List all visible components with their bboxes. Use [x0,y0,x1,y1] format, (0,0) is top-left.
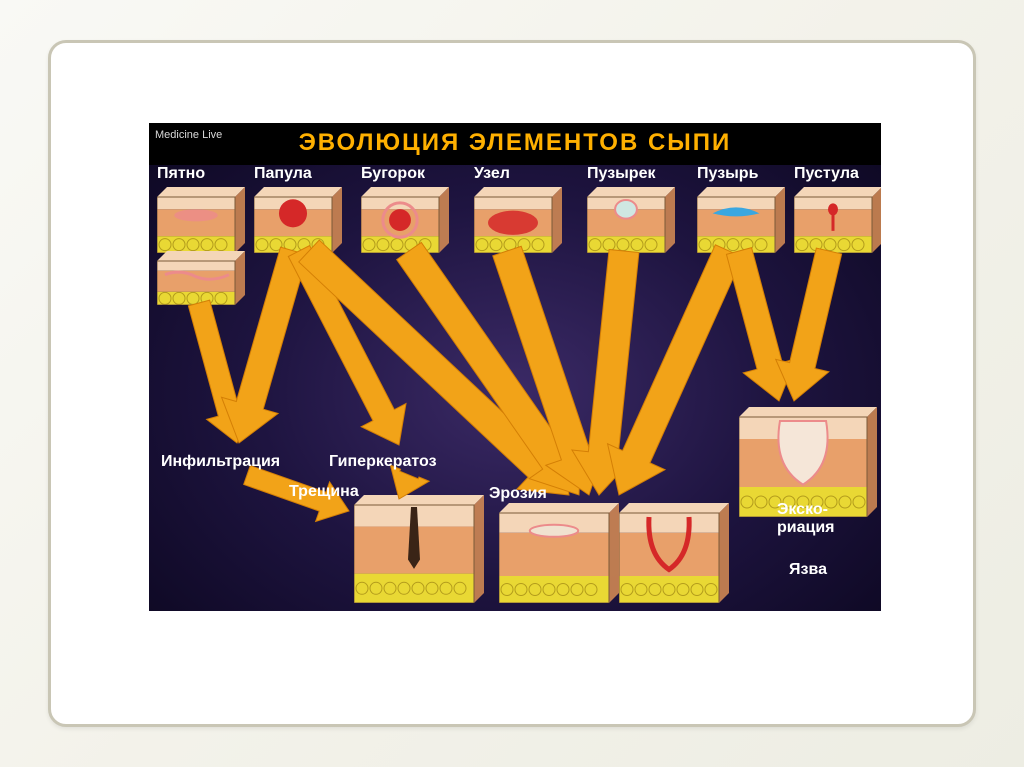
arrow-2 [288,246,406,445]
puzyr-tile [697,187,775,245]
pustula-label: Пустула [794,165,859,183]
ulcer-label: Язва [789,561,827,579]
evolution-diagram: Medicine Live ЭВОЛЮЦИЯ ЭЛЕМЕНТОВ СЫПИ Пя… [149,123,881,611]
title-bar: Medicine Live ЭВОЛЮЦИЯ ЭЛЕМЕНТОВ СЫПИ [149,123,881,165]
papula-label: Папула [254,165,312,183]
arrow-7 [608,245,743,495]
puzyr-label: Пузырь [697,165,758,183]
slide-background: Medicine Live ЭВОЛЮЦИЯ ЭЛЕМЕНТОВ СЫПИ Пя… [0,0,1024,767]
erosion-label: Эрозия [489,485,547,503]
pyatno-tile [157,187,235,245]
infiltration-label: Инфильтрация [161,453,280,471]
puzyrek-label: Пузырек [587,165,655,183]
puzyrek-tile [587,187,665,245]
erosion-tile [499,503,609,593]
arrow-5 [493,246,606,495]
arrow-0 [188,300,251,443]
excor-tile [619,503,719,593]
main-title: ЭВОЛЮЦИЯ ЭЛЕМЕНТОВ СЫПИ [149,129,881,157]
slide-frame: Medicine Live ЭВОЛЮЦИЯ ЭЛЕМЕНТОВ СЫПИ Пя… [48,40,976,727]
fissure-tile [354,495,474,593]
papula-tile [254,187,332,245]
hyperkeratosis-label: Гиперкератоз [329,453,437,471]
pustula-tile [794,187,872,245]
diagram-container: Medicine Live ЭВОЛЮЦИЯ ЭЛЕМЕНТОВ СЫПИ Пя… [149,123,881,611]
bugorok-tile [361,187,439,245]
fissure-label: Трещина [289,483,359,501]
uzel-tile [474,187,552,245]
arrow-8 [726,248,796,401]
arrow-9 [776,248,842,401]
uzel-label: Узел [474,165,510,183]
pyatno-secondary-tile [157,251,235,301]
ulcer-tile [739,407,867,507]
excoriation-label: Экско- риация [777,501,835,537]
arrow-6 [572,249,639,495]
bugorok-label: Бугорок [361,165,425,183]
pyatno-label: Пятно [157,165,205,183]
